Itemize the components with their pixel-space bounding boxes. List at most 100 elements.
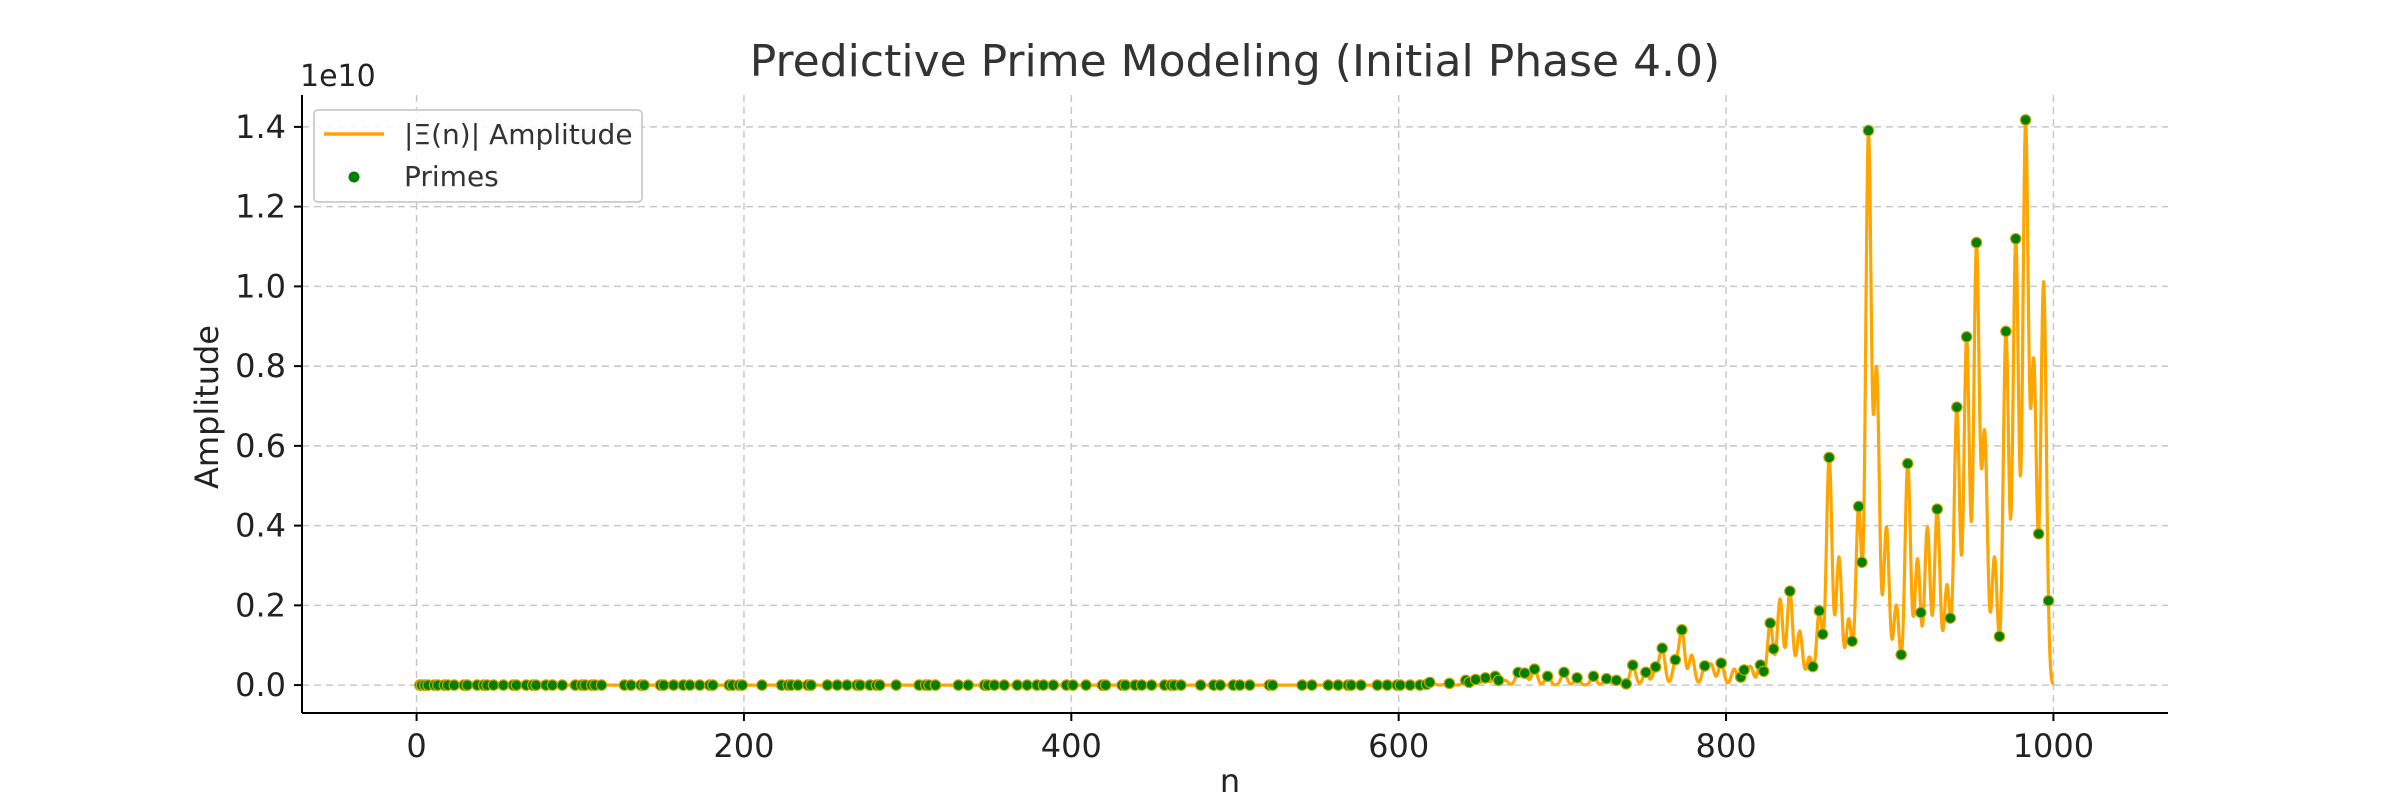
prime-point <box>1135 679 1148 691</box>
prime-point <box>1099 679 1112 691</box>
prime-point <box>693 679 706 691</box>
prime-point <box>510 679 523 691</box>
prime-point <box>1960 331 1973 343</box>
prime-point <box>1587 670 1600 683</box>
prime-point <box>625 679 637 691</box>
prime-point <box>1145 679 1158 691</box>
prime-point <box>1626 659 1639 671</box>
prime-point <box>1021 679 1033 691</box>
prime-point <box>1767 643 1780 655</box>
prime-point <box>1119 679 1132 691</box>
prime-point <box>595 679 608 691</box>
legend: |Ξ(n)| Amplitude Primes <box>313 109 643 203</box>
prime-point <box>1214 679 1227 691</box>
x-tick-label: 1000 <box>2013 727 2094 765</box>
prime-point <box>998 679 1011 691</box>
prime-point <box>1332 679 1344 691</box>
prime-point <box>1175 679 1187 691</box>
y-tick-label: 1.4 <box>235 108 286 146</box>
prime-point <box>756 679 768 691</box>
prime-point <box>1715 657 1727 669</box>
prime-point <box>1266 679 1279 691</box>
prime-point <box>1951 401 1963 413</box>
prime-point <box>448 679 461 691</box>
prime-point <box>1823 451 1835 464</box>
prime-point <box>1528 663 1541 675</box>
prime-point <box>962 679 974 691</box>
prime-point <box>1610 674 1623 687</box>
prime-point <box>1423 676 1436 689</box>
legend-label-amplitude: |Ξ(n)| Amplitude <box>404 118 633 151</box>
prime-point <box>1970 236 1983 249</box>
prime-point <box>707 679 719 691</box>
y-tick-label: 0.8 <box>235 347 286 385</box>
prime-point <box>841 679 853 691</box>
prime-point <box>988 679 1001 691</box>
prime-point <box>1944 612 1957 624</box>
prime-point <box>1757 665 1770 678</box>
prime-point <box>556 679 569 691</box>
prime-point <box>1640 666 1652 679</box>
prime-point <box>1862 124 1875 137</box>
prime-point <box>1234 679 1246 691</box>
prime-point <box>1011 679 1024 691</box>
prime-point <box>1669 654 1682 666</box>
prime-point <box>1738 664 1750 676</box>
prime-point <box>821 679 834 691</box>
prime-point <box>1600 672 1613 685</box>
prime-point <box>1915 606 1927 619</box>
prime-point <box>874 679 886 691</box>
prime-point <box>831 679 844 691</box>
prime-point <box>1067 679 1079 691</box>
prime-point <box>1479 672 1492 684</box>
prime-point <box>2000 325 2012 338</box>
prime-point <box>952 679 965 691</box>
prime-point <box>1676 624 1688 636</box>
prime-point <box>1322 679 1335 691</box>
plot-layer <box>414 114 2055 691</box>
legend-label-primes: Primes <box>404 160 499 193</box>
prime-point <box>1846 635 1858 648</box>
prime-point <box>1698 660 1711 672</box>
prime-point <box>1816 628 1829 640</box>
prime-point <box>2042 594 2055 607</box>
prime-point <box>1931 503 1944 515</box>
prime-point <box>1807 660 1819 673</box>
prime-point <box>1649 661 1662 673</box>
legend-box <box>313 109 643 203</box>
y-tick-label: 0.4 <box>235 507 286 545</box>
prime-point <box>1620 678 1633 690</box>
y-tick-label: 0.2 <box>235 586 286 624</box>
prime-point <box>1852 500 1865 513</box>
y-tick-label: 0.0 <box>235 666 286 704</box>
prime-point <box>1355 679 1367 691</box>
prime-point <box>461 679 474 691</box>
y-axis-label: Amplitude <box>188 325 226 489</box>
prime-point <box>1080 679 1092 691</box>
prime-point <box>1784 585 1796 597</box>
prime-point <box>1394 679 1407 691</box>
prime-point <box>1381 679 1394 691</box>
prime-point <box>890 679 902 691</box>
prime-point <box>1345 679 1358 691</box>
prime-point <box>1296 679 1308 691</box>
prime-point <box>1518 667 1531 679</box>
prime-point <box>1469 673 1482 686</box>
prime-point <box>684 679 696 691</box>
prime-point <box>487 679 500 691</box>
y-axis-offset-label: 1e10 <box>300 59 376 94</box>
x-tick-label: 800 <box>1696 727 1757 765</box>
y-tick-label: 1.2 <box>235 188 286 226</box>
x-axis-label: n <box>1220 762 1240 800</box>
prime-point <box>929 679 942 691</box>
prime-point <box>1901 457 1914 470</box>
prime-point <box>1813 605 1826 617</box>
prime-point <box>497 679 510 691</box>
prime-point <box>1371 679 1384 691</box>
y-axis-ticks: 0.0 0.2 0.4 0.6 0.8 1.0 1.2 1.4 <box>235 108 302 704</box>
prime-point <box>1856 556 1868 569</box>
amplitude-line <box>417 118 2055 687</box>
prime-point <box>1993 630 2006 643</box>
prime-point <box>736 679 749 691</box>
